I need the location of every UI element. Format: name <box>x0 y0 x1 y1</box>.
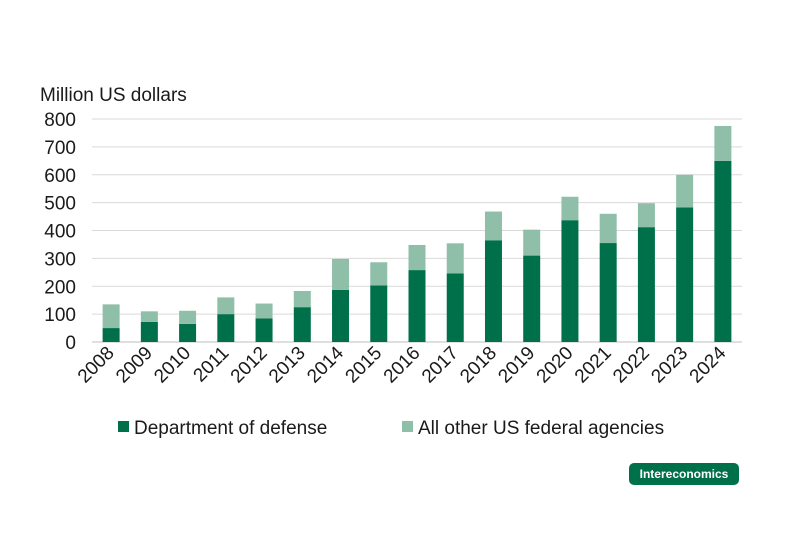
legend-label-defense: Department of defense <box>134 418 327 439</box>
bar-2010-defense <box>179 323 197 342</box>
x-tick-label-2009: 2009 <box>112 343 157 388</box>
bar-2012-defense <box>255 318 273 342</box>
y-tick-label-700: 700 <box>44 138 76 159</box>
x-tick-labels: 2008200920102011201220132014201520162017… <box>74 342 731 387</box>
x-tick-label-2021: 2021 <box>571 343 616 388</box>
bar-2023-defense <box>676 207 694 342</box>
bar-2022-other-agencies <box>637 203 655 228</box>
y-tick-labels: 0 100 200 300 400 500 600 700 800 <box>44 110 76 354</box>
legend: Department of defense All other US feder… <box>118 418 664 439</box>
y-tick-label-600: 600 <box>44 166 76 187</box>
bar-2019-other-agencies <box>523 229 541 256</box>
x-tick-label-2015: 2015 <box>342 343 387 388</box>
bar-2020-defense <box>561 220 579 342</box>
x-tick-label-2022: 2022 <box>609 343 654 388</box>
bar-2024-other-agencies <box>714 125 732 161</box>
intereconomics-badge: Intereconomics <box>629 463 739 485</box>
bar-2017-other-agencies <box>446 243 464 274</box>
bar-2022-defense <box>637 227 655 342</box>
legend-swatch-defense <box>118 421 129 432</box>
bars <box>102 125 732 342</box>
x-tick-label-2013: 2013 <box>265 343 310 388</box>
bar-2014-other-agencies <box>332 258 350 290</box>
bar-2021-defense <box>599 243 617 342</box>
x-tick-label-2014: 2014 <box>303 342 348 387</box>
bar-2012-other-agencies <box>255 303 273 319</box>
bar-2023-other-agencies <box>676 174 694 208</box>
bar-2014-defense <box>332 289 350 342</box>
bar-2021-other-agencies <box>599 213 617 244</box>
bar-2024-defense <box>714 160 732 342</box>
bar-2020-other-agencies <box>561 196 579 221</box>
x-tick-label-2018: 2018 <box>456 343 501 388</box>
bar-2009-other-agencies <box>140 311 158 322</box>
x-tick-label-2023: 2023 <box>647 343 692 388</box>
badge-label: Intereconomics <box>640 467 729 481</box>
x-tick-label-2008: 2008 <box>74 343 119 388</box>
bar-2016-defense <box>408 270 426 342</box>
legend-label-other-agencies: All other US federal agencies <box>418 418 664 439</box>
y-tick-label-400: 400 <box>44 222 76 243</box>
bar-2015-other-agencies <box>370 262 388 286</box>
x-tick-label-2011: 2011 <box>190 343 234 387</box>
bar-2016-other-agencies <box>408 244 426 271</box>
bar-2018-other-agencies <box>484 211 502 241</box>
x-tick-label-2010: 2010 <box>150 343 195 388</box>
y-tick-label-100: 100 <box>44 305 76 326</box>
bar-2019-defense <box>523 255 541 342</box>
bar-2010-other-agencies <box>179 310 197 324</box>
bar-2011-other-agencies <box>217 297 235 315</box>
x-tick-label-2024: 2024 <box>686 342 731 387</box>
x-tick-label-2020: 2020 <box>533 343 578 388</box>
bar-2013-defense <box>293 307 311 342</box>
bar-2009-defense <box>140 321 158 342</box>
y-tick-label-0: 0 <box>65 333 76 354</box>
y-tick-label-300: 300 <box>44 249 76 270</box>
bar-2008-defense <box>102 328 120 342</box>
bar-2017-defense <box>446 273 464 342</box>
y-tick-label-200: 200 <box>44 277 76 298</box>
bar-2013-other-agencies <box>293 290 311 308</box>
y-axis-title: Million US dollars <box>40 85 187 106</box>
y-tick-label-800: 800 <box>44 110 76 131</box>
x-tick-label-2016: 2016 <box>380 343 425 388</box>
bar-2011-defense <box>217 314 235 342</box>
x-tick-label-2019: 2019 <box>494 343 539 388</box>
x-tick-label-2012: 2012 <box>227 343 272 388</box>
badge-background <box>629 463 739 485</box>
x-tick-label-2017: 2017 <box>418 343 463 388</box>
legend-swatch-other-agencies <box>402 421 413 432</box>
y-tick-label-500: 500 <box>44 194 76 215</box>
bar-2015-defense <box>370 285 388 342</box>
bar-2018-defense <box>484 240 502 342</box>
bar-2008-other-agencies <box>102 304 120 329</box>
